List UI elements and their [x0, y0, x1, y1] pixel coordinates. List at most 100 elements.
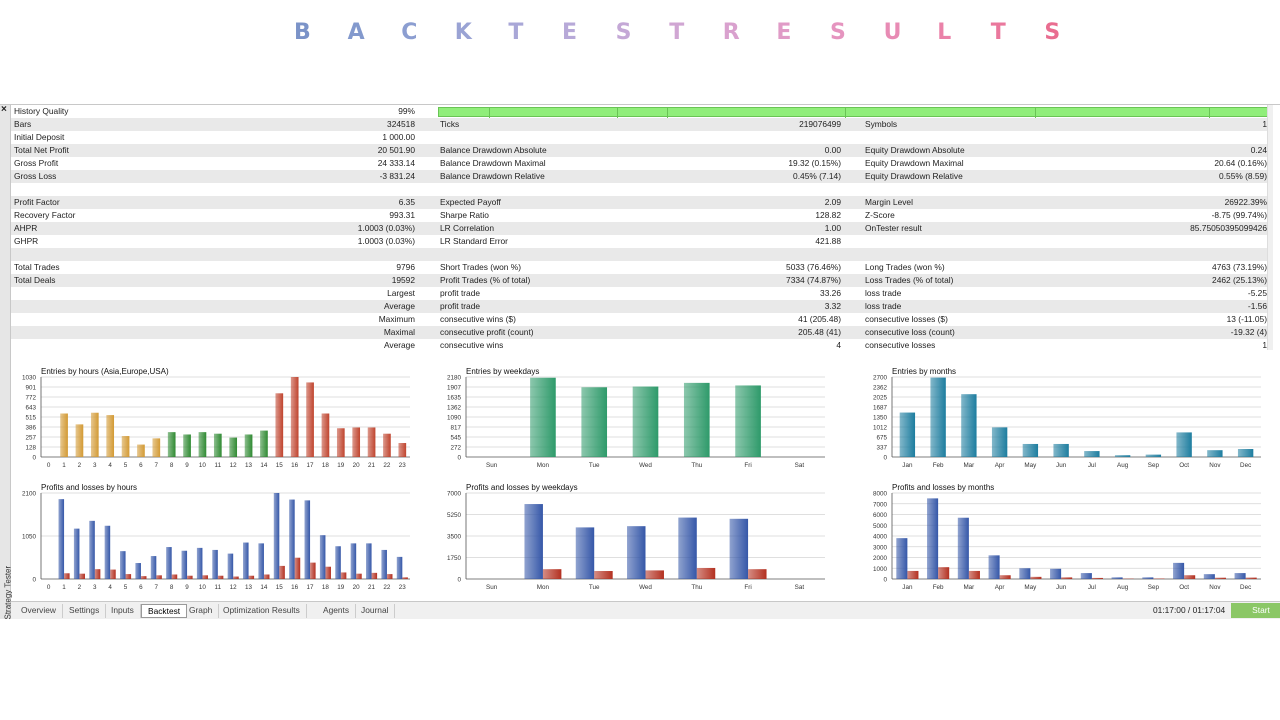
- loss-bar: [371, 572, 378, 579]
- y-tick-label: 1362: [447, 405, 462, 412]
- y-tick-label: 2100: [22, 491, 37, 498]
- entries-bar: [1114, 455, 1131, 457]
- x-tick-label: 7: [155, 462, 159, 469]
- x-tick-label: Mar: [963, 462, 974, 469]
- profit-bar: [212, 549, 218, 579]
- stat-value: Average: [383, 301, 415, 311]
- stat-value: 1.0003 (0.03%): [357, 223, 415, 233]
- loss-bar: [171, 574, 178, 579]
- stats-row: Gross Profit 24 333.14 Balance Drawdown Ma…: [11, 157, 1273, 170]
- x-tick-label: 17: [307, 462, 315, 469]
- stat-value: 2.09: [824, 197, 841, 207]
- y-tick-label: 272: [450, 445, 461, 452]
- y-tick-label: 515: [25, 415, 36, 422]
- x-tick-label: 12: [230, 462, 238, 469]
- stat-label: Gross Profit: [14, 158, 59, 168]
- stat-label: Loss Trades (% of total): [865, 275, 954, 285]
- stat-value: 24 333.14: [377, 158, 415, 168]
- loss-bar: [340, 572, 347, 579]
- entries-bar: [632, 386, 659, 457]
- tab-settings[interactable]: Settings: [63, 604, 107, 618]
- entries-bar: [321, 413, 330, 457]
- stat-label: consecutive wins ($): [440, 314, 516, 324]
- x-tick-label: Oct: [1179, 462, 1189, 469]
- stat-value: -5.25: [1247, 288, 1267, 298]
- x-tick-label: Aug: [1117, 584, 1129, 591]
- title-letter: T: [669, 20, 685, 45]
- x-tick-label: Nov: [1209, 462, 1221, 469]
- x-tick-label: 16: [291, 584, 299, 591]
- loss-bar: [187, 575, 193, 579]
- profit-bar: [627, 526, 646, 579]
- chart-title: Entries by weekdays: [466, 367, 540, 376]
- y-tick-label: 1750: [447, 555, 462, 562]
- history-quality-bar: [438, 107, 1269, 118]
- stat-label: OnTester result: [865, 223, 922, 233]
- close-icon[interactable]: ×: [1, 104, 7, 115]
- profit-bar: [181, 550, 188, 579]
- loss-bar: [542, 569, 562, 579]
- x-tick-label: 17: [307, 584, 315, 591]
- elapsed-timer: 01:17:00 / 01:17:04: [1153, 605, 1226, 615]
- x-tick-label: Tue: [589, 584, 600, 591]
- profit-bar: [1080, 573, 1092, 579]
- tab-inputs[interactable]: Inputs: [105, 604, 141, 618]
- x-tick-label: Nov: [1209, 584, 1221, 591]
- profit-bar: [729, 518, 749, 579]
- profit-bar: [58, 499, 65, 579]
- stat-label: Total Deals: [14, 275, 56, 285]
- stat-value: 0.24: [1250, 145, 1267, 155]
- entries-bar: [735, 385, 761, 457]
- stat-value: -1.56: [1247, 301, 1267, 311]
- stat-label: profit trade: [440, 301, 481, 311]
- stats-row: Total Deals 19592 Profit Trades (% of tota…: [11, 274, 1273, 287]
- loss-bar: [748, 569, 767, 579]
- tab-graph[interactable]: Graph: [183, 604, 220, 618]
- profit-bar: [335, 546, 341, 579]
- stat-label: Balance Drawdown Absolute: [440, 145, 547, 155]
- stat-label: loss trade: [865, 288, 902, 298]
- stats-row: AHPR 1.0003 (0.03%) LR Correlation 1.00 OnTe…: [11, 222, 1273, 235]
- x-tick-label: Feb: [933, 462, 944, 469]
- entries-bar: [930, 377, 946, 457]
- y-tick-label: 0: [32, 577, 36, 584]
- profit-bar: [988, 555, 1000, 579]
- y-tick-label: 257: [25, 435, 36, 442]
- x-tick-label: 2: [78, 584, 82, 591]
- chart-4: Profits and losses by weekdays 0 1750 3500 5…: [438, 483, 833, 593]
- tab-agents[interactable]: Agents: [317, 604, 357, 618]
- start-button[interactable]: Start: [1231, 603, 1280, 618]
- x-tick-label: 15: [276, 462, 284, 469]
- x-tick-label: 2: [78, 462, 82, 469]
- entries-bar: [167, 432, 176, 457]
- title-letter: T: [508, 20, 524, 45]
- title-letter: S: [1044, 20, 1061, 45]
- tab-journal[interactable]: Journal: [355, 604, 396, 618]
- stat-value: Maximum: [378, 314, 415, 324]
- x-tick-label: Sat: [795, 584, 805, 591]
- loss-bar: [294, 557, 301, 579]
- stats-row: Bars 324518 Ticks 219076499 Symbols 1: [11, 118, 1273, 131]
- stat-value: 2462 (25.13%): [1212, 275, 1267, 285]
- y-tick-label: 772: [25, 395, 36, 402]
- x-tick-label: 11: [215, 462, 222, 469]
- y-tick-label: 128: [25, 445, 36, 452]
- stat-label: Recovery Factor: [14, 210, 76, 220]
- loss-bar: [938, 567, 950, 579]
- stat-label: Profit Factor: [14, 197, 60, 207]
- title-letter: R: [722, 20, 740, 45]
- tester-tabs: Overview Settings Inputs Backtest Graph Optim…: [11, 601, 1280, 619]
- loss-bar: [594, 571, 613, 579]
- loss-bar: [386, 574, 393, 579]
- stats-row: Average profit trade 3.32 loss trade -1.56: [11, 300, 1273, 313]
- vertical-scrollbar[interactable]: [1267, 105, 1273, 350]
- title-letter: C: [401, 20, 418, 45]
- profit-bar: [258, 543, 264, 579]
- tab-overview[interactable]: Overview: [15, 604, 63, 618]
- profit-bar: [243, 542, 249, 579]
- stats-row: History Quality 99%: [11, 105, 1273, 118]
- stat-value: 0.55% (8.59): [1219, 171, 1267, 181]
- tab-optimization-results[interactable]: Optimization Results: [217, 604, 307, 618]
- tab-backtest[interactable]: Backtest: [141, 604, 188, 618]
